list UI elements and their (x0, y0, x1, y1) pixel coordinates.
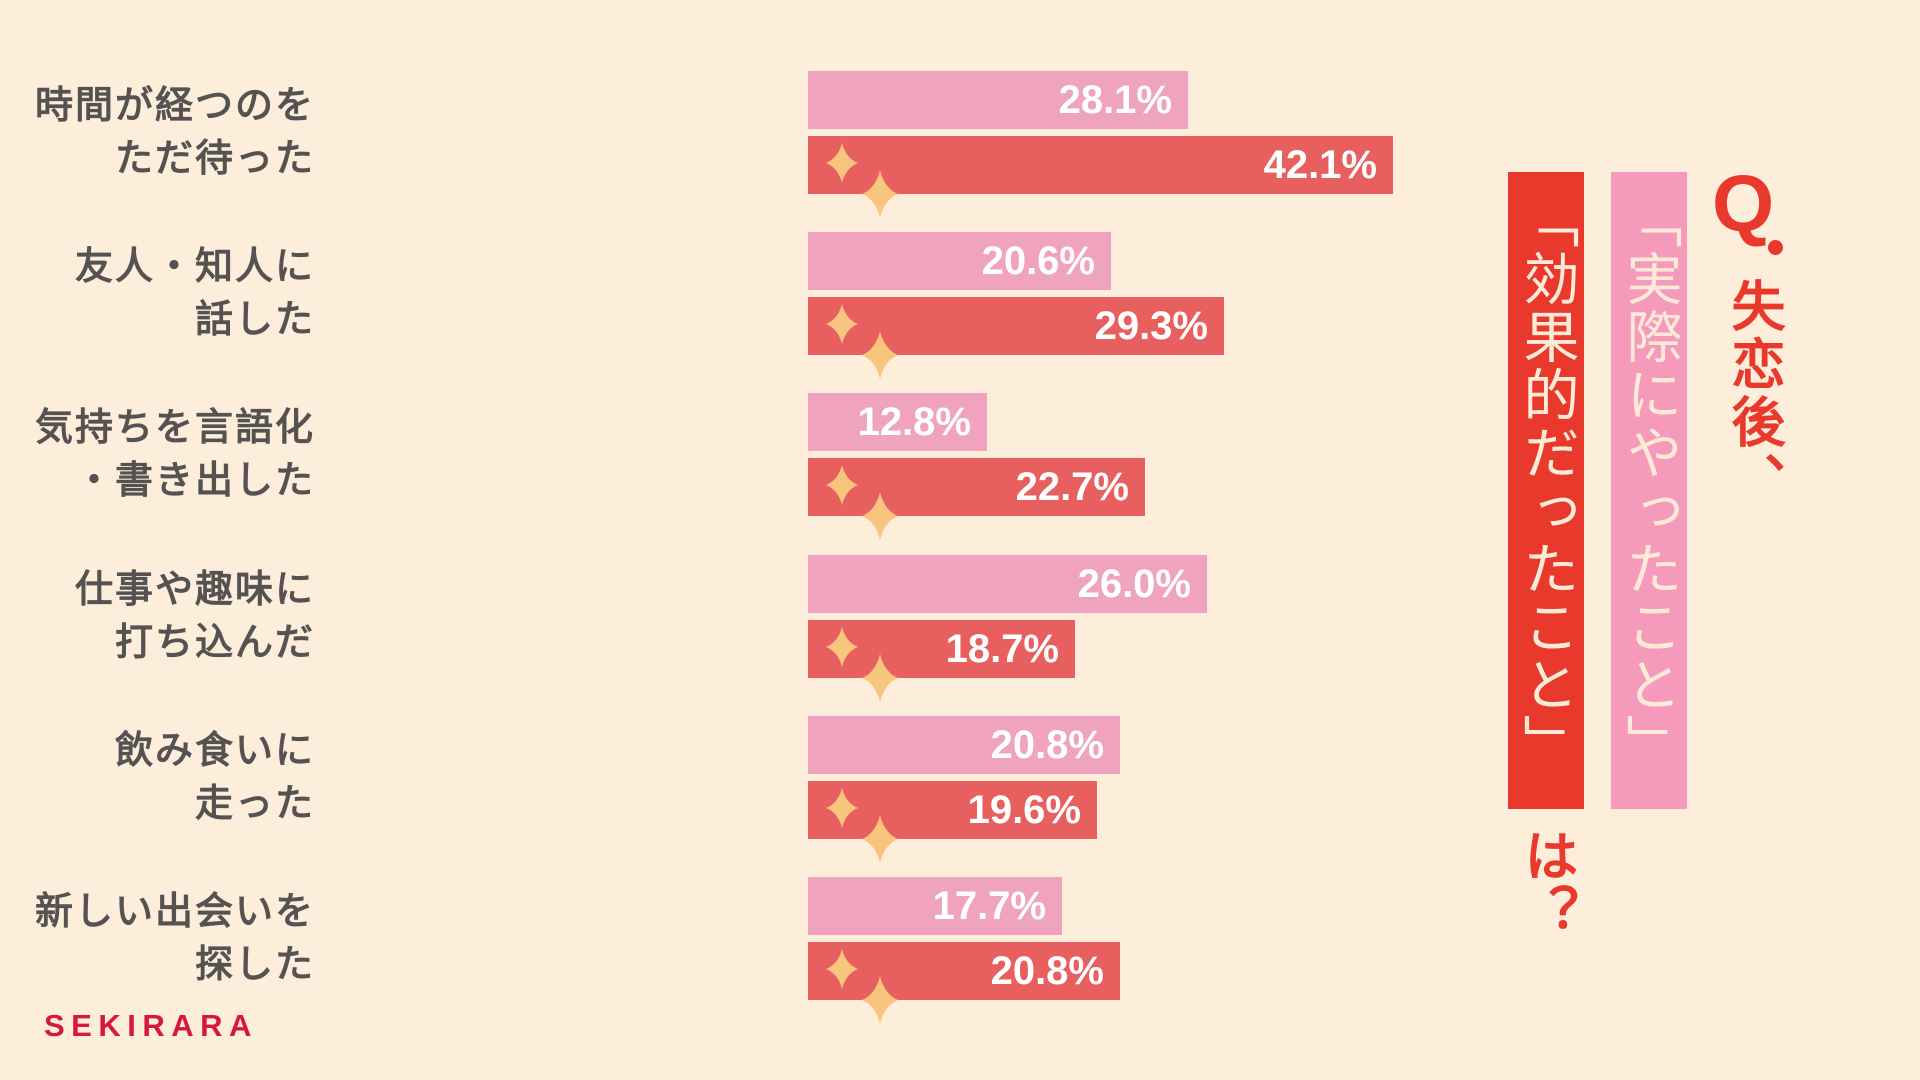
sparkle-icon (826, 949, 858, 989)
actual-value: 26.0% (1077, 561, 1191, 606)
chart-row: 新しい出会いを 探した 17.7% 20.8% (0, 877, 1460, 1007)
category-label: 仕事や趣味に 打ち込んだ (74, 567, 315, 664)
brand-logo: SEKIRARA (44, 1008, 258, 1043)
sparkle-icon (826, 304, 858, 344)
sparkle-icon (862, 331, 898, 379)
sparkle-icon (826, 788, 858, 828)
actual-header-column: 「実際にやったこと」 (1611, 172, 1687, 809)
sparkle-icon (862, 492, 898, 540)
category-label: 気持ちを言語化 ・書き出した (34, 405, 315, 502)
effective-bar: 22.7% (808, 458, 1145, 516)
category-label: 新しい出会いを 探した (34, 889, 315, 986)
actual-bar: 12.8% (808, 393, 987, 451)
effective-value: 18.7% (945, 626, 1059, 671)
effective-value: 42.1% (1263, 142, 1377, 187)
actual-bar: 28.1% (808, 71, 1188, 129)
sparkle-icon (826, 627, 858, 667)
effective-bar: 42.1% (808, 136, 1393, 194)
effective-value: 22.7% (1015, 464, 1129, 509)
category-label: 飲み食いに 走った (114, 728, 315, 825)
actual-bar: 17.7% (808, 877, 1062, 935)
sparkle-icon (826, 465, 858, 505)
effective-bar: 19.6% (808, 781, 1097, 839)
category-label: 時間が経つのを ただ待った (34, 83, 315, 180)
sparkle-icon (862, 815, 898, 863)
actual-bar: 20.6% (808, 232, 1111, 290)
q-dot-icon (1768, 240, 1783, 255)
actual-value: 28.1% (1058, 77, 1172, 122)
effective-value: 20.8% (990, 948, 1104, 993)
actual-value: 12.8% (857, 399, 971, 444)
actual-bar: 20.8% (808, 716, 1120, 774)
sparkle-icon (862, 976, 898, 1024)
actual-value: 17.7% (932, 883, 1046, 928)
chart-row: 飲み食いに 走った 20.8% 19.6% (0, 716, 1460, 846)
chart-row: 時間が経つのを ただ待った 28.1% 42.1% (0, 71, 1460, 201)
effective-header-column: 「効果的だったこと」 (1508, 172, 1584, 809)
chart-row: 仕事や趣味に 打ち込んだ 26.0% 18.7% (0, 555, 1460, 685)
effective-bar: 20.8% (808, 942, 1120, 1000)
sparkle-icon (826, 143, 858, 183)
category-label: 友人・知人に 話した (74, 244, 315, 341)
question-intro: 失恋後、 (1722, 278, 1785, 510)
actual-bar: 26.0% (808, 555, 1207, 613)
chart-row: 気持ちを言語化 ・書き出した 12.8% 22.7% (0, 393, 1460, 523)
q-mark: Q (1712, 159, 1775, 248)
effective-value: 19.6% (967, 787, 1081, 832)
question-tail: は？ (1515, 828, 1578, 940)
sparkle-icon (862, 654, 898, 702)
actual-value: 20.8% (990, 722, 1104, 767)
actual-value: 20.6% (981, 238, 1095, 283)
sparkle-icon (862, 170, 898, 218)
chart-row: 友人・知人に 話した 20.6% 29.3% (0, 232, 1460, 362)
effective-value: 29.3% (1094, 303, 1208, 348)
